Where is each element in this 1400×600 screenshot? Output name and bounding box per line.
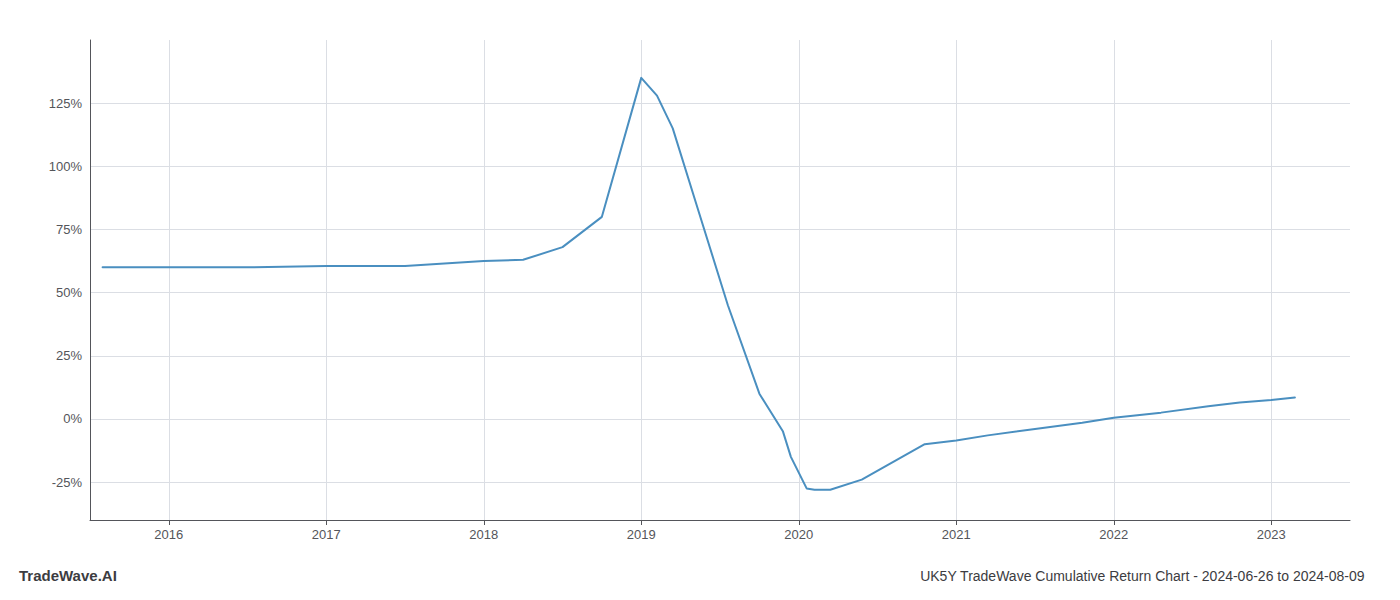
svg-text:2020: 2020 <box>784 527 813 542</box>
svg-text:2021: 2021 <box>942 527 971 542</box>
svg-text:TradeWave.AI: TradeWave.AI <box>19 567 117 584</box>
svg-text:0%: 0% <box>63 411 82 426</box>
svg-text:25%: 25% <box>56 348 82 363</box>
svg-text:UK5Y TradeWave Cumulative Retu: UK5Y TradeWave Cumulative Return Chart -… <box>920 568 1365 584</box>
svg-text:125%: 125% <box>49 96 83 111</box>
svg-text:100%: 100% <box>49 159 83 174</box>
svg-text:2017: 2017 <box>312 527 341 542</box>
svg-text:-25%: -25% <box>52 475 83 490</box>
svg-text:2019: 2019 <box>627 527 656 542</box>
svg-text:2018: 2018 <box>469 527 498 542</box>
svg-text:75%: 75% <box>56 222 82 237</box>
svg-text:2016: 2016 <box>154 527 183 542</box>
svg-text:50%: 50% <box>56 285 82 300</box>
svg-text:2023: 2023 <box>1257 527 1286 542</box>
svg-text:2022: 2022 <box>1099 527 1128 542</box>
